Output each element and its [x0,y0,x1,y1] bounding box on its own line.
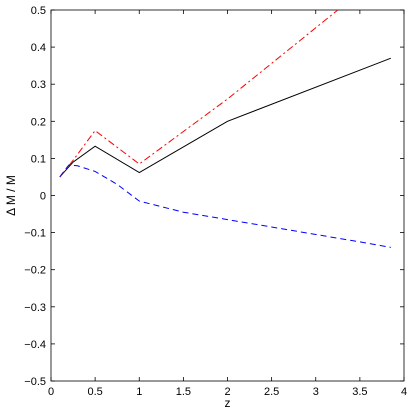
x-tick-label: 1.5 [176,386,191,398]
x-tick-label: 0 [48,386,54,398]
y-tick-label: 0.5 [31,5,46,17]
y-axis-label: Δ M / M [4,175,18,216]
series-line-dashed [59,164,391,248]
y-tick-label: −0.1 [24,228,46,240]
plot-area [50,9,405,382]
x-tick-label: 3.5 [352,386,367,398]
tick-layer: 0 0.5 1 1.5 2 2.5 3 3.5 4 −0.5 −0.4 −0.3 −0.2 −0.1 0 0.… [24,5,407,398]
x-tick-label: 2 [224,386,230,398]
series-layer [59,10,391,248]
x-tick-label: 3 [313,386,319,398]
x-tick-label: 0.5 [87,386,102,398]
y-tick-label: 0.4 [31,42,46,54]
y-tick-label: −0.2 [24,265,46,277]
x-tick-label: 4 [401,386,407,398]
y-tick-label: 0.1 [31,153,46,165]
y-tick-label: −0.5 [24,376,46,388]
y-tick-label: 0 [40,191,46,203]
x-axis-label: z [225,396,231,410]
y-tick-label: 0.2 [31,116,46,128]
series-line-dashdot [59,10,339,178]
y-tick-label: −0.3 [24,302,46,314]
x-tick-label: 2.5 [264,386,279,398]
y-tick-label: 0.3 [31,79,46,91]
y-tick-label: −0.4 [24,339,46,351]
x-tick-label: 1 [136,386,142,398]
series-line-solid [59,57,391,178]
